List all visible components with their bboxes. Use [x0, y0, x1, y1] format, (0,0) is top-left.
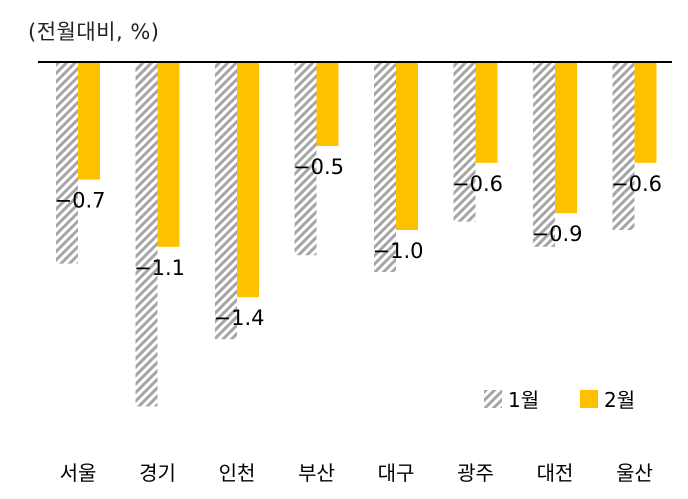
category-label-0: 서울	[60, 461, 97, 485]
bar-feb-7	[634, 62, 657, 163]
bar-jan-1	[135, 62, 158, 407]
bar-feb-4	[396, 62, 418, 230]
data-label-feb-0: −0.7	[55, 189, 106, 213]
data-label-feb-7: −0.6	[611, 172, 662, 196]
category-label-6: 대전	[537, 461, 574, 485]
legend: 1월 2월	[484, 388, 635, 412]
bar-jan-0	[56, 62, 78, 264]
data-labels: −0.7 −1.1 −1.4 −0.5 −1.0 −0.6 −0.9 −0.6	[55, 155, 663, 330]
bar-jan-5	[453, 62, 476, 222]
category-label-1: 경기	[139, 461, 176, 485]
data-label-feb-2: −1.4	[214, 306, 265, 330]
data-label-feb-6: −0.9	[532, 222, 583, 246]
bar-feb-2	[237, 62, 259, 298]
data-label-feb-4: −1.0	[373, 239, 424, 263]
data-label-feb-5: −0.6	[452, 172, 503, 196]
legend-swatch-jan	[484, 390, 502, 408]
bar-feb-0	[78, 62, 100, 180]
bar-jan-6	[533, 62, 555, 247]
bar-feb-6	[555, 62, 577, 214]
series-jan-bars	[56, 62, 635, 407]
category-label-2: 인천	[219, 461, 256, 485]
bar-feb-3	[316, 62, 339, 146]
category-label-4: 대구	[378, 461, 415, 485]
category-label-7: 울산	[616, 461, 653, 485]
legend-swatch-feb	[580, 390, 598, 408]
unit-label: (전월대비, %)	[28, 20, 160, 44]
bar-jan-7	[612, 62, 635, 230]
data-label-feb-3: −0.5	[293, 155, 344, 179]
category-label-5: 광주	[457, 461, 494, 485]
bar-feb-5	[475, 62, 498, 163]
data-label-feb-1: −1.1	[134, 256, 185, 280]
bar-jan-3	[294, 62, 317, 256]
bar-feb-1	[157, 62, 180, 247]
bar-jan-4	[374, 62, 396, 272]
series-feb-bars	[78, 62, 657, 298]
legend-label-feb: 2월	[604, 388, 635, 412]
category-label-3: 부산	[298, 461, 335, 485]
category-labels: 서울 경기 인천 부산 대구 광주 대전 울산	[60, 461, 653, 485]
bar-jan-2	[215, 62, 237, 340]
legend-label-jan: 1월	[508, 388, 539, 412]
